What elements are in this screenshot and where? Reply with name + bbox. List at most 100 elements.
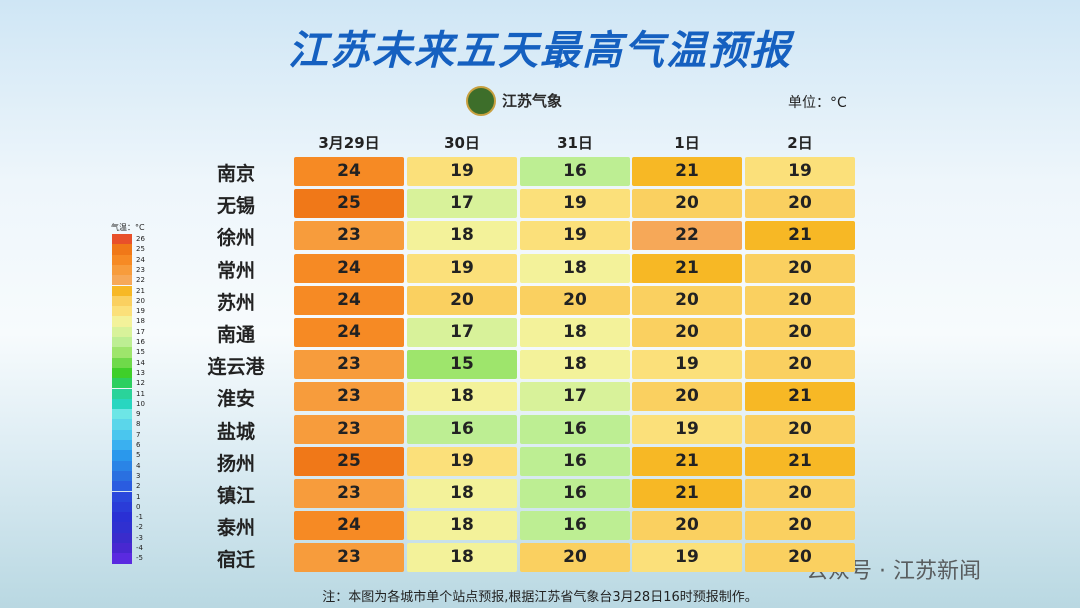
temperature-cell: 22 bbox=[632, 221, 742, 251]
temperature-cell: 23 bbox=[294, 350, 404, 380]
city-label: 镇江 bbox=[216, 485, 255, 507]
temperature-cell: 21 bbox=[745, 382, 855, 412]
legend-swatch bbox=[112, 543, 132, 554]
temperature-cell: 20 bbox=[632, 189, 742, 219]
temperature-cell: 16 bbox=[520, 446, 630, 476]
city-label: 苏州 bbox=[216, 291, 255, 314]
legend-label: 9 bbox=[136, 410, 141, 419]
legend-label: 18 bbox=[136, 317, 145, 326]
legend-swatch bbox=[112, 337, 132, 348]
legend-swatch bbox=[112, 357, 132, 368]
legend-swatch bbox=[112, 285, 132, 296]
temperature-cell: 20 bbox=[520, 285, 630, 315]
legend-label: 26 bbox=[136, 235, 145, 243]
legend-label: 8 bbox=[136, 420, 141, 429]
city-label: 常州 bbox=[216, 259, 255, 282]
temperature-cell: 19 bbox=[632, 350, 742, 380]
legend-label: -4 bbox=[136, 544, 143, 552]
legend-swatch bbox=[112, 367, 132, 379]
temperature-cell: 20 bbox=[632, 511, 742, 541]
legend-label: -2 bbox=[136, 523, 143, 532]
legend-label: 14 bbox=[136, 358, 145, 367]
footnote: 注：本图为各城市单个站点预报,根据江苏省气象台3月28日16时预报制作。 bbox=[322, 590, 758, 605]
temperature-cell: 18 bbox=[520, 253, 630, 283]
temperature-cell: 20 bbox=[745, 189, 855, 219]
temperature-cell: 17 bbox=[520, 382, 630, 412]
city-label: 淮安 bbox=[216, 388, 255, 411]
legend-label: 7 bbox=[136, 430, 141, 439]
legend-title: 气温：°C bbox=[111, 223, 145, 232]
legend-swatch bbox=[112, 244, 132, 255]
brand: 江苏气象 bbox=[502, 92, 563, 110]
legend-swatch bbox=[112, 378, 132, 389]
temperature-cell: 20 bbox=[745, 350, 855, 380]
temperature-cell: 20 bbox=[632, 382, 742, 412]
city-label: 泰州 bbox=[216, 517, 255, 540]
unit: 单位：°C bbox=[788, 95, 847, 111]
temperature-cell: 20 bbox=[745, 285, 855, 315]
legend-label: 5 bbox=[136, 451, 141, 460]
legend-label: 3 bbox=[136, 471, 141, 480]
legend-swatch bbox=[112, 419, 132, 430]
temperature-cell: 20 bbox=[745, 253, 855, 283]
temperature-cell: 21 bbox=[632, 446, 742, 476]
column-header: 3月29日 bbox=[318, 134, 380, 152]
temperature-cell: 23 bbox=[294, 382, 404, 412]
legend-swatch bbox=[112, 409, 132, 420]
legend-label: 2 bbox=[136, 482, 141, 491]
temperature-cell: 20 bbox=[745, 543, 855, 573]
legend-label: 1 bbox=[136, 492, 141, 501]
temperature-cell: 19 bbox=[407, 446, 517, 476]
column-header: 1日 bbox=[674, 134, 700, 152]
temperature-cell: 23 bbox=[294, 414, 404, 444]
legend-label: 24 bbox=[136, 255, 145, 264]
temperature-cell: 19 bbox=[745, 157, 855, 186]
temperature-cell: 23 bbox=[294, 479, 404, 508]
temperature-cell: 17 bbox=[407, 189, 517, 219]
temperature-cell: 19 bbox=[407, 157, 517, 186]
legend-swatch bbox=[112, 470, 132, 482]
legend-swatch bbox=[112, 460, 132, 471]
legend-swatch bbox=[112, 501, 132, 513]
legend-swatch bbox=[112, 306, 132, 317]
temperature-cell: 15 bbox=[407, 350, 517, 380]
temperature-cell: 16 bbox=[520, 157, 630, 186]
legend-swatch bbox=[112, 264, 132, 276]
legend-swatch bbox=[112, 316, 132, 327]
legend-swatch bbox=[112, 398, 132, 410]
title: 江苏未来五天最高气温预报 bbox=[288, 28, 792, 74]
legend-swatch bbox=[112, 553, 132, 564]
legend-label: 15 bbox=[136, 348, 145, 357]
temperature-cell: 19 bbox=[632, 414, 742, 444]
legend-swatch bbox=[112, 275, 132, 286]
column-header: 2日 bbox=[787, 134, 813, 152]
temperature-cell: 21 bbox=[632, 157, 742, 186]
temperature-cell: 18 bbox=[407, 382, 517, 412]
legend-label: 12 bbox=[136, 379, 145, 388]
temperature-cell: 19 bbox=[520, 221, 630, 251]
temperature-cell: 19 bbox=[632, 543, 742, 573]
legend-label: 23 bbox=[136, 265, 145, 274]
legend-label: 0 bbox=[136, 502, 141, 511]
legend-label: 19 bbox=[136, 307, 145, 316]
city-label: 南京 bbox=[216, 163, 255, 185]
legend-label: 13 bbox=[136, 368, 145, 377]
city-label: 宿迁 bbox=[216, 549, 255, 572]
legend-swatch bbox=[112, 512, 132, 523]
legend-label: 4 bbox=[136, 461, 141, 470]
temperature-cell: 23 bbox=[294, 221, 404, 251]
temperature-cell: 19 bbox=[520, 189, 630, 219]
legend-label: 17 bbox=[136, 327, 145, 336]
temperature-cell: 23 bbox=[294, 543, 404, 573]
legend-label: 22 bbox=[136, 276, 145, 285]
temperature-cell: 20 bbox=[407, 285, 517, 315]
column-header: 30日 bbox=[444, 134, 480, 152]
legend-swatch bbox=[112, 254, 132, 265]
legend-swatch bbox=[112, 440, 132, 451]
column-header: 31日 bbox=[557, 134, 593, 152]
legend-label: 11 bbox=[136, 389, 145, 398]
temperature-cell: 21 bbox=[745, 221, 855, 251]
temperature-cell: 20 bbox=[745, 318, 855, 347]
temperature-cell: 20 bbox=[632, 318, 742, 347]
